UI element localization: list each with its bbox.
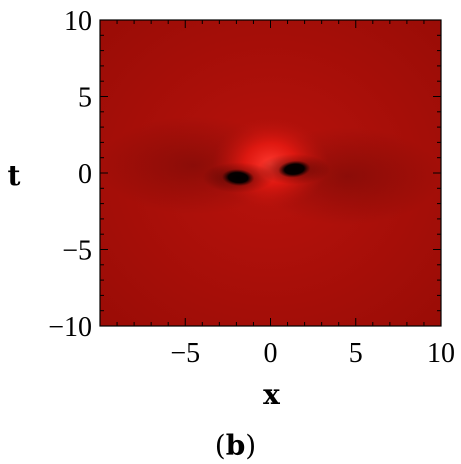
y-axis-label: t <box>8 159 21 192</box>
trough-lobe <box>221 169 255 187</box>
y-tick-label: 0 <box>78 159 92 190</box>
x-tick-label: 5 <box>349 338 363 369</box>
panel-caption: (b) <box>215 429 256 462</box>
axis-ticks: −5 0 5 10 10 5 0 −5 −10 <box>48 6 455 369</box>
x-axis-label: x <box>263 378 280 411</box>
heatmap-features <box>100 116 441 226</box>
x-tick-label: 10 <box>427 338 455 369</box>
y-tick-label: −10 <box>48 312 92 343</box>
x-tick-label: −5 <box>170 338 200 369</box>
y-tick-label: 10 <box>64 6 92 37</box>
y-tick-label: 5 <box>78 83 92 114</box>
plot-area <box>100 20 441 326</box>
trough-lobe <box>278 160 311 178</box>
y-tick-label: −5 <box>62 236 92 267</box>
x-tick-label: 0 <box>264 338 278 369</box>
